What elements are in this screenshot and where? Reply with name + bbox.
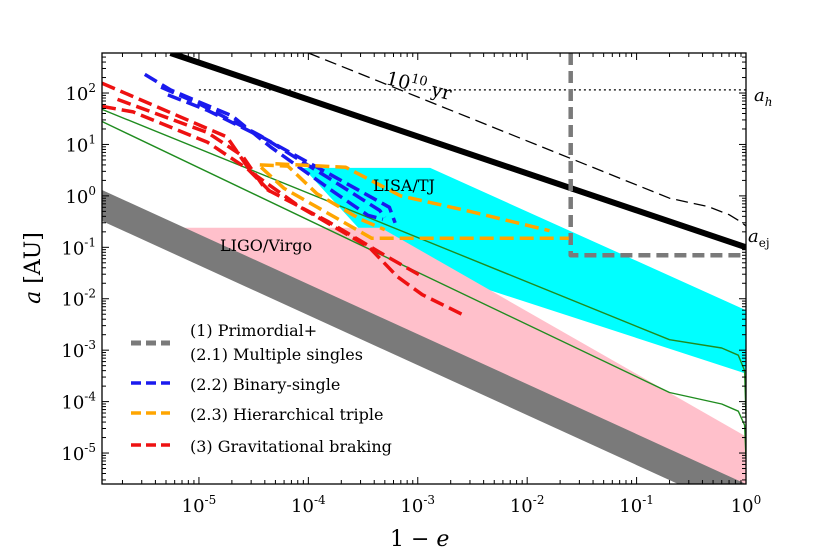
y-axis-label-unit: [AU]: [21, 232, 46, 291]
a-ej-label: aej: [748, 226, 770, 250]
green-line-lower: [102, 120, 746, 459]
blue-dashed-2: [160, 85, 387, 219]
ligo-virgo-label: LIGO/Virgo: [220, 236, 312, 255]
x-axis-label-main: 1 −: [390, 527, 436, 552]
time-label-exp: 10: [409, 71, 429, 90]
time-label-base: 10: [384, 68, 413, 95]
x-tick-label: 10-1: [619, 493, 654, 517]
a-ej-var: a: [748, 226, 759, 247]
x-axis-label: 1 − e: [390, 527, 449, 552]
thick-black-line: [169, 53, 746, 251]
y-axis-label: a [AU]: [21, 232, 46, 304]
y-tick-label: 102: [65, 81, 96, 105]
a-ej-sub: ej: [759, 236, 770, 250]
y-tick-label: 101: [65, 132, 96, 156]
legend: (1) Primordial+ (2.1) Multiple singles (…: [131, 321, 392, 456]
y-axis-label-var: a: [21, 291, 46, 304]
legend-label-gravitational-braking: (3) Gravitational braking: [190, 437, 392, 456]
x-tick-label: 10-4: [291, 493, 326, 517]
y-tick-label: 10-5: [61, 441, 96, 465]
red-dashed-1: [102, 81, 468, 319]
blue-dashed-3: [167, 93, 397, 224]
y-tick-label: 10-4: [61, 390, 96, 414]
red-dashed-3: [102, 104, 272, 194]
time-label: 1010 yr: [384, 66, 455, 106]
legend-label-binary-single: (2.2) Binary-single: [190, 375, 340, 394]
lisa-tj-region: [303, 167, 746, 374]
axis-ticks: 10-5 10-4 10-3 10-2 10-1 100 10-5 10-4 10-3 10-2 1…: [61, 52, 762, 517]
legend-label-hierarchical-triple: (2.3) Hierarchical triple: [190, 405, 384, 424]
orange-dashed-3: [259, 163, 386, 232]
plot-frame: [101, 52, 747, 485]
x-tick-label: 10-2: [510, 493, 545, 517]
gray-dashed-constraint: [568, 53, 746, 258]
x-tick-label: 100: [731, 493, 762, 517]
lower-gray-band: [102, 190, 746, 484]
y-tick-label: 10-3: [61, 338, 96, 362]
a-h-label: ah: [754, 85, 772, 109]
legend-label-multiple-singles: (2.1) Multiple singles: [190, 345, 363, 364]
a-h-var: a: [754, 85, 765, 106]
y-tick-label: 10-2: [61, 287, 96, 311]
orange-dashed-2: [275, 162, 550, 233]
a-h-sub: h: [765, 95, 773, 109]
legend-label-primordial: (1) Primordial+: [190, 321, 317, 340]
x-tick-label: 10-5: [182, 493, 217, 517]
y-tick-label: 100: [65, 184, 96, 208]
dashed-black-line: [308, 53, 746, 227]
y-tick-label: 10-1: [61, 235, 96, 259]
green-line-upper: [102, 108, 746, 418]
x-tick-label: 10-3: [400, 493, 435, 517]
x-axis-label-var: e: [436, 527, 449, 552]
lisa-tj-label: LISA/TJ: [373, 176, 435, 195]
orange-dashed-1: [259, 166, 569, 241]
